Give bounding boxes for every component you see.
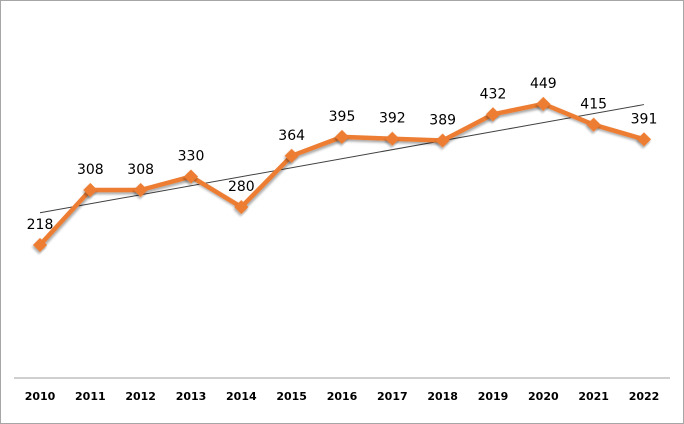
data-label: 280 xyxy=(228,179,255,195)
data-point-marker xyxy=(435,133,450,148)
data-label: 218 xyxy=(27,217,54,233)
x-tick-label: 2017 xyxy=(377,390,408,403)
data-point-marker xyxy=(133,182,148,198)
data-label: 395 xyxy=(329,109,356,125)
data-label: 364 xyxy=(278,128,305,144)
data-point-marker xyxy=(284,148,299,163)
data-point-marker xyxy=(636,132,652,147)
x-tick-label: 2010 xyxy=(25,390,56,403)
x-tick-label: 2015 xyxy=(276,390,307,403)
data-point-marker xyxy=(485,107,501,122)
x-tick-label: 2011 xyxy=(75,390,106,403)
x-tick-label: 2014 xyxy=(226,390,257,403)
data-point-marker xyxy=(586,117,601,132)
x-tick-label: 2018 xyxy=(427,390,458,403)
x-tick-label: 2021 xyxy=(578,390,609,403)
data-point-marker xyxy=(234,200,249,215)
data-point-marker xyxy=(334,129,350,144)
data-label: 308 xyxy=(127,162,154,178)
data-label: 330 xyxy=(178,149,205,165)
data-label: 308 xyxy=(77,162,104,178)
data-label: 415 xyxy=(580,97,607,113)
data-point-marker xyxy=(385,131,400,146)
data-point-marker xyxy=(536,96,551,112)
x-tick-label: 2020 xyxy=(528,390,559,403)
data-label: 432 xyxy=(480,86,507,102)
x-tick-label: 2022 xyxy=(629,390,660,403)
x-tick-label: 2013 xyxy=(176,390,207,403)
data-point-marker xyxy=(183,169,199,184)
data-label: 391 xyxy=(631,111,658,127)
data-label: 389 xyxy=(429,113,456,129)
x-tick-label: 2012 xyxy=(125,390,156,403)
data-label: 392 xyxy=(379,111,406,127)
data-label: 449 xyxy=(530,76,557,92)
x-tick-label: 2016 xyxy=(327,390,358,403)
x-tick-label: 2019 xyxy=(478,390,509,403)
